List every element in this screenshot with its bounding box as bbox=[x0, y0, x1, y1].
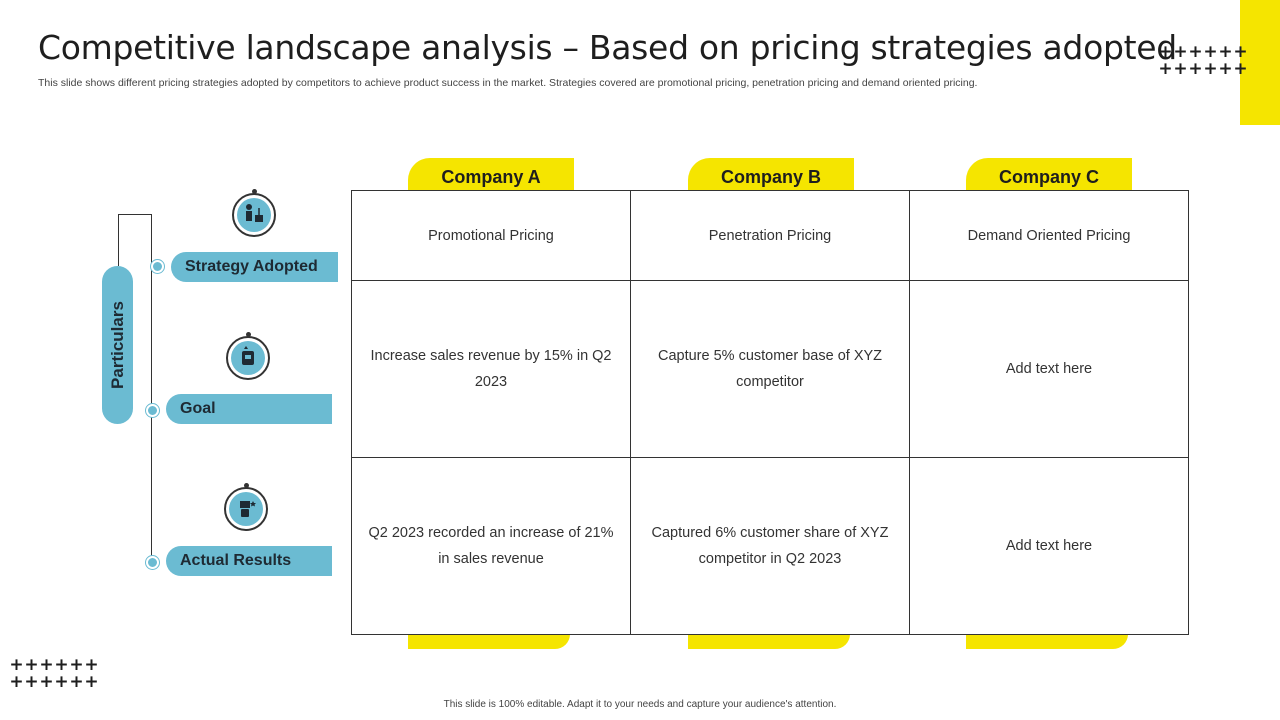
plus-pattern-icon: + + + + + + + + + + + + bbox=[9, 655, 99, 692]
row-label-actual-results: Actual Results bbox=[166, 546, 332, 576]
company-c-footer-tab bbox=[966, 634, 1128, 649]
row-dot bbox=[146, 556, 159, 569]
table-row: Increase sales revenue by 15% in Q2 2023… bbox=[351, 280, 1189, 459]
particulars-label: Particulars bbox=[107, 301, 127, 389]
table-cell: Add text here bbox=[909, 280, 1189, 459]
table-row: Q2 2023 recorded an increase of 21% in s… bbox=[351, 457, 1189, 635]
decorative-yellow-bar bbox=[1240, 0, 1280, 125]
particulars-pill: Particulars bbox=[102, 266, 133, 424]
table-cell: Increase sales revenue by 15% in Q2 2023 bbox=[351, 280, 631, 459]
results-icon bbox=[224, 483, 272, 535]
company-c-header: Company C bbox=[966, 158, 1132, 190]
row-label-goal: Goal bbox=[166, 394, 332, 424]
company-a-header: Company A bbox=[408, 158, 574, 190]
table-cell: Capture 5% customer base of XYZ competit… bbox=[630, 280, 910, 459]
table-cell: Add text here bbox=[909, 457, 1189, 635]
goal-icon bbox=[226, 332, 274, 384]
company-b-header: Company B bbox=[688, 158, 854, 190]
connector-line bbox=[118, 214, 119, 266]
page-subtitle: This slide shows different pricing strat… bbox=[38, 77, 978, 89]
table-cell: Captured 6% customer share of XYZ compet… bbox=[630, 457, 910, 635]
row-dot bbox=[151, 260, 164, 273]
company-b-footer-tab bbox=[688, 634, 850, 649]
connector-line bbox=[118, 214, 151, 215]
table-cell: Q2 2023 recorded an increase of 21% in s… bbox=[351, 457, 631, 635]
row-label-strategy: Strategy Adopted bbox=[171, 252, 338, 282]
plus-pattern-icon: + + + + + + + + + + + + bbox=[1158, 42, 1248, 79]
page-title: Competitive landscape analysis – Based o… bbox=[38, 28, 1177, 67]
table-cell: Demand Oriented Pricing bbox=[909, 189, 1189, 282]
connector-line bbox=[151, 214, 152, 562]
table-row: Promotional Pricing Penetration Pricing … bbox=[351, 189, 1189, 282]
footer-note: This slide is 100% editable. Adapt it to… bbox=[443, 699, 837, 710]
strategy-icon bbox=[232, 189, 280, 241]
row-dot bbox=[146, 404, 159, 417]
table-cell: Promotional Pricing bbox=[351, 189, 631, 282]
table-cell: Penetration Pricing bbox=[630, 189, 910, 282]
company-a-footer-tab bbox=[408, 634, 570, 649]
comparison-table: Promotional Pricing Penetration Pricing … bbox=[351, 189, 1189, 635]
